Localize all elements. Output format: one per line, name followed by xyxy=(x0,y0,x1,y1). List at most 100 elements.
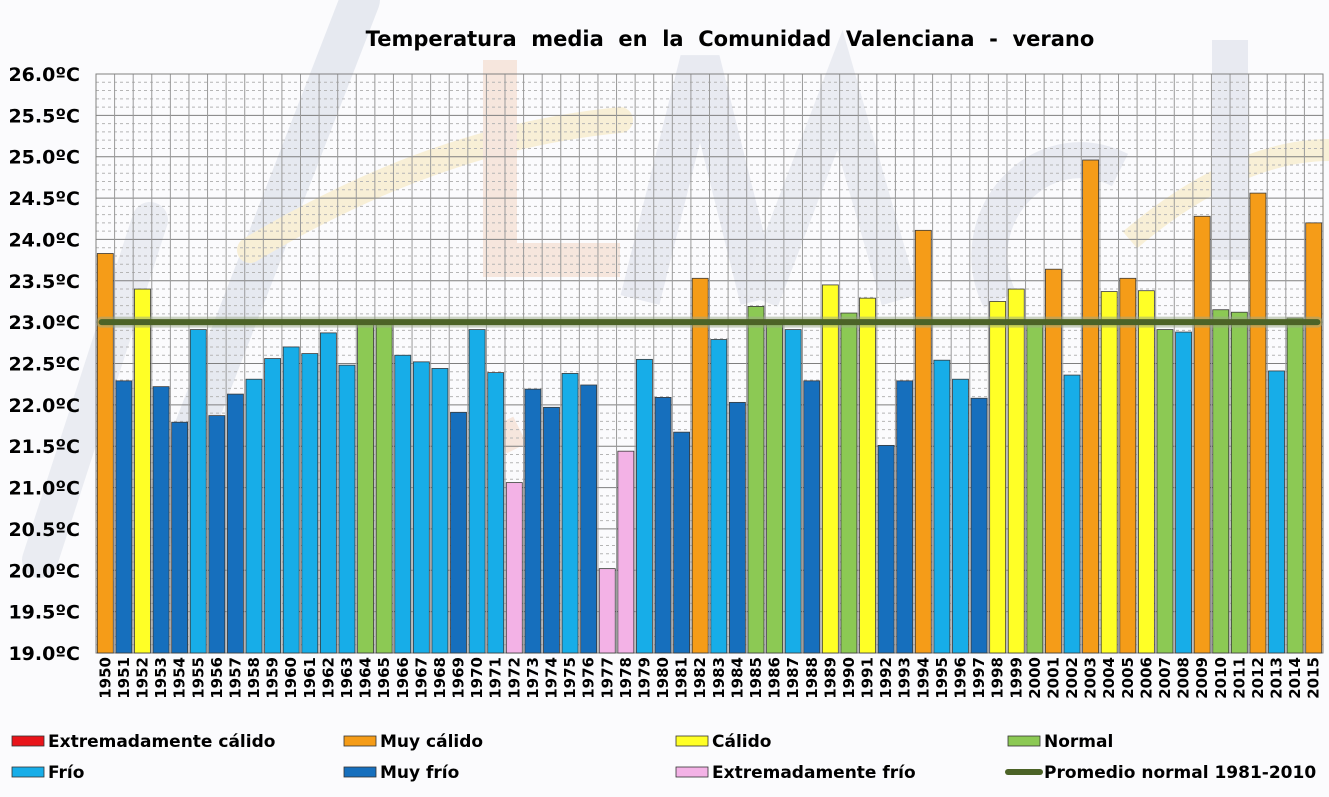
bar-1964 xyxy=(357,320,374,654)
legend-label-mf: Muy frío xyxy=(380,763,459,783)
bar-1955 xyxy=(189,329,207,654)
x-tick-label: 1986 xyxy=(766,657,784,699)
bar-1996 xyxy=(952,378,969,654)
y-tick-label: 22.0ºC xyxy=(8,395,80,417)
x-tick-label: 1978 xyxy=(617,657,635,699)
x-tick-label: 1974 xyxy=(542,657,560,699)
bar-1967 xyxy=(412,361,430,654)
x-tick-label: 1996 xyxy=(951,657,969,699)
bar-1969 xyxy=(450,411,467,654)
bar-1998 xyxy=(989,301,1007,654)
legend: Extremadamente cálido Muy cálido Cálido Nor… xyxy=(11,732,1316,783)
plot-border xyxy=(95,73,1324,654)
y-tick-label: 19.5ºC xyxy=(8,602,80,624)
x-tick-label: 1988 xyxy=(803,657,821,699)
x-tick-label: 1984 xyxy=(728,657,746,699)
bar-1965 xyxy=(375,320,393,654)
x-tick-label: 1999 xyxy=(1007,657,1025,699)
x-tick-label: 1955 xyxy=(189,657,207,699)
bar-1956 xyxy=(208,415,226,654)
x-tick-label: 1997 xyxy=(970,657,988,699)
x-tick-label: 1980 xyxy=(654,657,672,699)
y-tick-label: 26.0ºC xyxy=(8,64,80,86)
x-tick-label: 1972 xyxy=(505,657,523,699)
bars xyxy=(96,159,1323,654)
x-tick-label: 2002 xyxy=(1063,657,1081,699)
x-tick-label: 1959 xyxy=(264,657,282,699)
bar-1981 xyxy=(673,431,691,654)
x-tick-label: 1966 xyxy=(394,657,412,699)
bar-1975 xyxy=(561,373,579,654)
x-tick-label: 1951 xyxy=(115,657,133,699)
legend-swatch-c xyxy=(675,735,709,747)
x-tick-label: 1990 xyxy=(840,657,858,699)
bar-1995 xyxy=(933,359,951,654)
bar-1966 xyxy=(394,354,412,654)
x-tick-label: 1953 xyxy=(152,657,170,699)
bar-1982 xyxy=(691,277,709,654)
chart-title: Temperatura media en la Comunidad Valenc… xyxy=(366,27,1095,51)
y-tick-label: 20.0ºC xyxy=(8,560,80,582)
x-tick-label: 1963 xyxy=(338,657,356,699)
legend-swatch-ec xyxy=(11,735,45,747)
bar-1977 xyxy=(598,568,616,654)
x-tick-label: 2011 xyxy=(1230,657,1248,699)
bar-1950 xyxy=(96,253,114,654)
bar-1997 xyxy=(970,397,988,654)
bar-1999 xyxy=(1007,288,1025,654)
x-tick-label: 2010 xyxy=(1212,657,1230,699)
bar-1959 xyxy=(264,358,282,654)
x-tick-label: 1957 xyxy=(226,657,244,699)
bar-1984 xyxy=(728,401,746,654)
x-tick-label: 2000 xyxy=(1026,657,1044,699)
x-tick-label: 2012 xyxy=(1249,657,1267,699)
bar-1980 xyxy=(654,397,672,654)
x-tick-label: 1967 xyxy=(412,657,430,699)
x-tick-label: 2013 xyxy=(1268,657,1286,699)
bar-2012 xyxy=(1249,192,1267,654)
x-tick-label: 1965 xyxy=(375,657,393,699)
x-tick-label: 1969 xyxy=(450,657,468,699)
x-tick-label: 2005 xyxy=(1119,657,1137,699)
y-tick-label: 25.0ºC xyxy=(8,147,80,169)
x-axis: 1950 1951 1952 1953 1954 1955 1956 1957 1958 1959… xyxy=(96,657,1322,699)
x-tick-label: 1982 xyxy=(691,657,709,699)
legend-label-n: Normal xyxy=(1044,732,1113,752)
x-tick-label: 1993 xyxy=(896,657,914,699)
x-tick-label: 1952 xyxy=(133,657,151,699)
bar-1991 xyxy=(859,297,876,654)
bar-2004 xyxy=(1100,291,1118,654)
x-tick-label: 1983 xyxy=(710,657,728,699)
x-tick-label: 2008 xyxy=(1175,657,1193,699)
bar-2014 xyxy=(1286,317,1304,654)
bar-1972 xyxy=(505,482,523,654)
x-tick-label: 1987 xyxy=(784,657,802,699)
x-tick-label: 1958 xyxy=(245,657,263,699)
bar-1986 xyxy=(766,320,783,654)
bar-2003 xyxy=(1082,159,1100,654)
bar-2001 xyxy=(1045,268,1062,654)
bar-2000 xyxy=(1026,320,1044,654)
x-tick-label: 1991 xyxy=(859,657,877,699)
bar-1990 xyxy=(840,312,858,654)
legend-label-f: Frío xyxy=(48,763,84,783)
x-tick-label: 1992 xyxy=(877,657,895,699)
bar-1985 xyxy=(747,306,765,654)
y-tick-label: 23.5ºC xyxy=(8,271,80,293)
legend-label-line: Promedio normal 1981-2010 xyxy=(1044,763,1316,783)
bar-1988 xyxy=(803,380,821,654)
legend-label-mc: Muy cálido xyxy=(380,732,483,752)
bar-1960 xyxy=(282,346,300,654)
x-tick-label: 2014 xyxy=(1286,657,1304,699)
y-tick-label: 22.5ºC xyxy=(8,354,80,376)
bar-1973 xyxy=(524,388,542,654)
bar-1987 xyxy=(784,329,802,654)
bar-1989 xyxy=(821,284,839,654)
x-tick-label: 1954 xyxy=(171,657,189,699)
x-tick-label: 1989 xyxy=(821,657,839,699)
bar-1963 xyxy=(338,364,356,654)
bar-2005 xyxy=(1119,277,1137,654)
bar-1953 xyxy=(152,386,170,654)
y-tick-label: 24.0ºC xyxy=(8,229,80,251)
